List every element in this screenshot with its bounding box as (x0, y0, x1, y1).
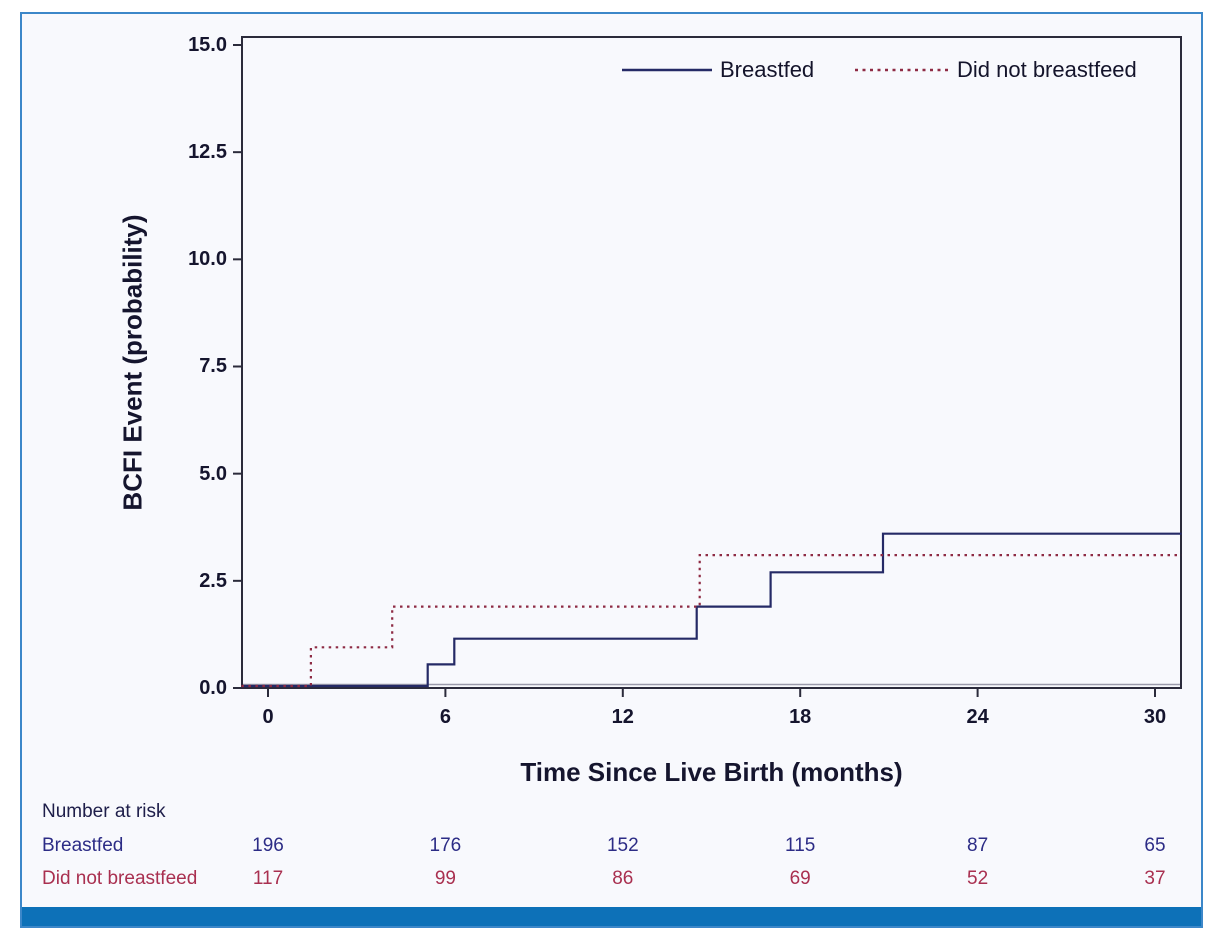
y-tick-label: 0.0 (199, 677, 227, 699)
plot-frame (241, 36, 1182, 689)
risk-value-breastfed: 176 (429, 835, 462, 856)
risk-value-breastfed: 87 (967, 835, 989, 856)
number-at-risk-title: Number at risk (42, 801, 166, 822)
y-tick-label: 5.0 (199, 462, 227, 485)
legend-label-breastfed: Breastfed (720, 57, 815, 82)
y-axis-title: BCFI Event (probability) (117, 214, 148, 511)
footer-accent-bar (22, 907, 1201, 926)
x-tick-label: 30 (1143, 706, 1167, 728)
risk-value-did-not-breastfeed: 69 (789, 868, 811, 889)
risk-value-breastfed: 196 (252, 835, 284, 856)
series-line-did-not-breastfeed (241, 554, 1182, 688)
risk-row-label-did-not-breastfeed: Did not breastfeed (42, 868, 198, 889)
figure-panel (20, 12, 1203, 928)
risk-value-did-not-breastfeed: 99 (434, 868, 456, 889)
risk-value-breastfed: 65 (1144, 835, 1166, 856)
x-tick-label: 6 (439, 706, 451, 728)
risk-value-breastfed: 115 (785, 835, 816, 856)
risk-value-did-not-breastfeed: 37 (1144, 868, 1166, 889)
x-tick-label: 18 (789, 706, 812, 728)
x-tick-label: 12 (611, 706, 634, 728)
risk-value-breastfed: 152 (606, 835, 639, 856)
y-tick-label: 15.0 (188, 33, 227, 56)
x-tick-label: 24 (966, 706, 989, 728)
y-tick-label: 7.5 (199, 355, 227, 378)
legend-label-did-not-breastfeed: Did not breastfeed (957, 57, 1137, 82)
risk-value-did-not-breastfeed: 86 (612, 868, 634, 889)
risk-value-did-not-breastfeed: 117 (252, 868, 284, 889)
series-line-breastfed (241, 532, 1182, 688)
y-tick-label: 10.0 (188, 248, 227, 271)
y-tick-label: 12.5 (188, 141, 227, 164)
risk-value-did-not-breastfeed: 52 (967, 868, 989, 889)
x-axis-title: Time Since Live Birth (months) (520, 757, 903, 787)
risk-row-label-breastfed: Breastfed (42, 835, 124, 856)
y-tick-label: 2.5 (199, 569, 227, 592)
x-tick-label: 0 (262, 706, 274, 728)
